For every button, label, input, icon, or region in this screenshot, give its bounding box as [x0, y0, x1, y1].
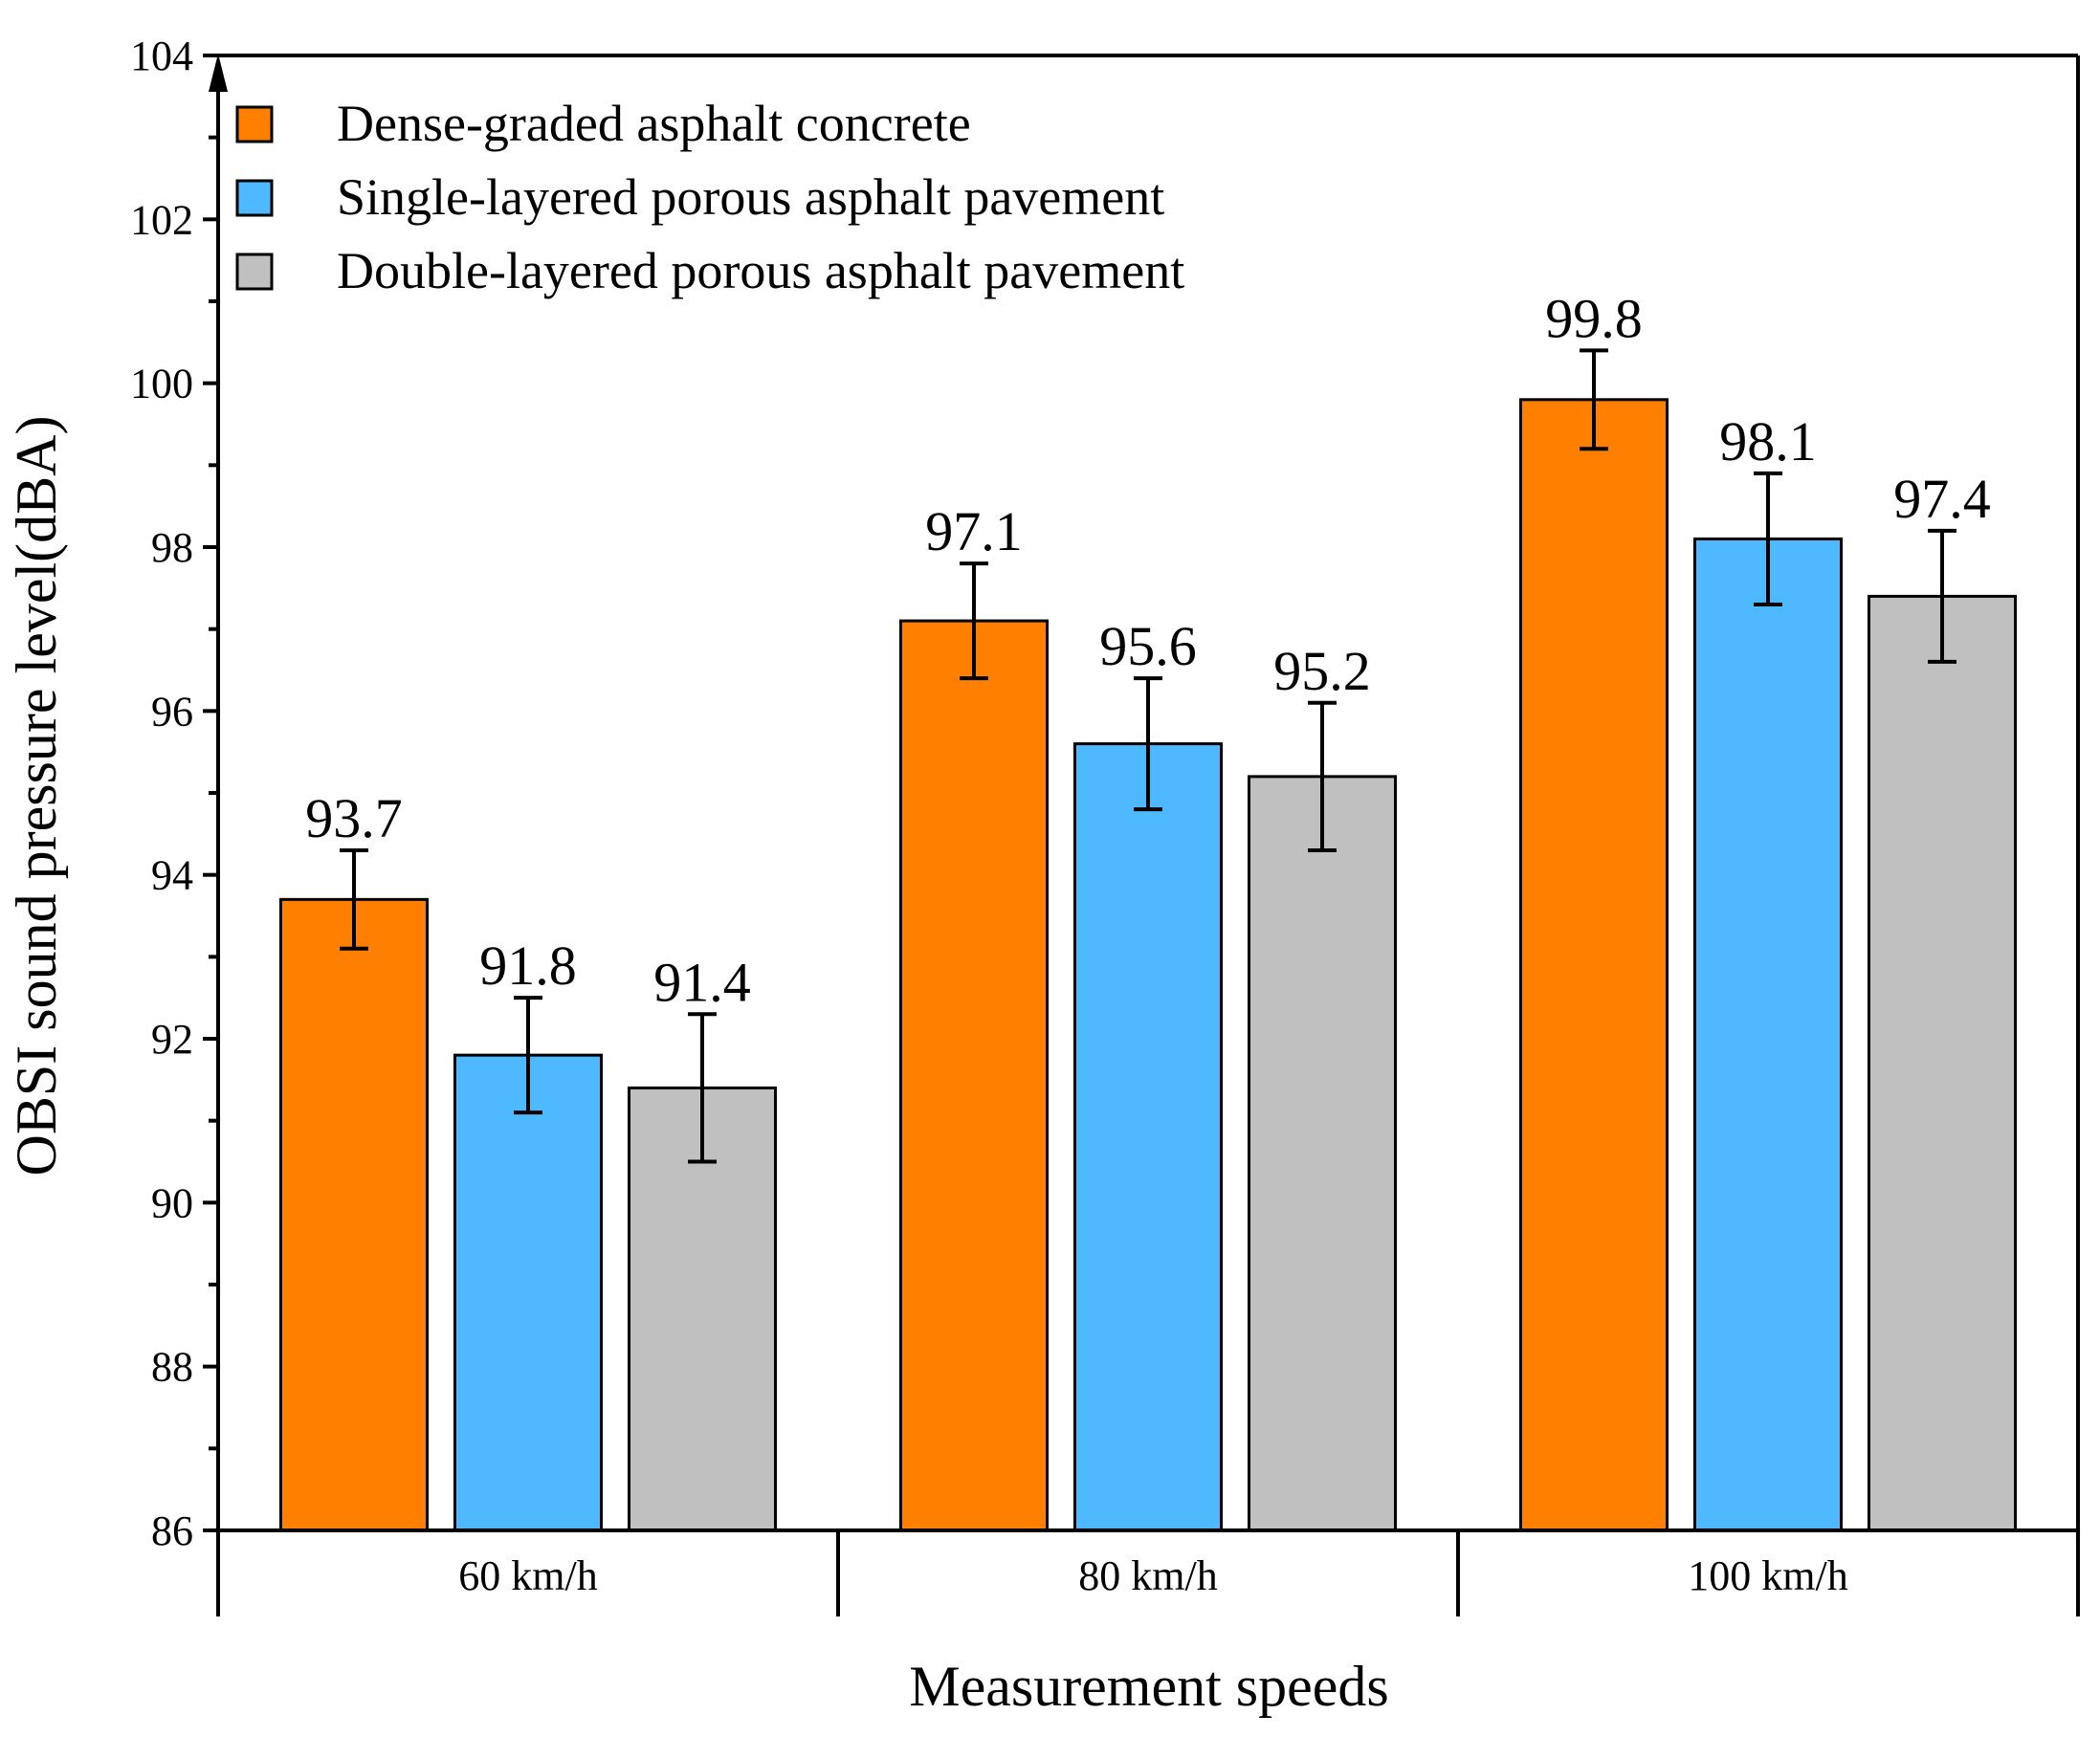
legend-swatch [235, 179, 274, 217]
error-bar [1134, 676, 1162, 812]
value-label: 95.6 [1099, 615, 1197, 677]
y-tick-label: 102 [130, 196, 193, 243]
x-axis-title: Measurement speeds [909, 1655, 1389, 1718]
legend-swatch [235, 253, 274, 291]
value-label: 97.4 [1893, 468, 1991, 530]
y-tick-label: 98 [151, 524, 193, 571]
bar-3-2 [1248, 775, 1397, 1532]
value-label: 95.2 [1273, 640, 1371, 702]
bar-2-3 [1693, 537, 1843, 1532]
legend: Dense-graded asphalt concrete Single-laye… [235, 95, 1184, 299]
x-tick-label: 60 km/h [458, 1552, 597, 1599]
y-tick-label: 94 [151, 852, 193, 899]
value-labels-layer: 93.7 91.8 91.4 97.1 95.6 95.2 99.8 98.1 97.4 [305, 287, 1991, 1013]
error-bar [1308, 700, 1337, 852]
y-tick-label: 96 [151, 688, 193, 735]
bar-3-3 [1868, 594, 2017, 1532]
legend-label: Double-layered porous asphalt pavement [337, 242, 1184, 299]
y-tick-label: 92 [151, 1016, 193, 1063]
error-bar [1754, 471, 1782, 606]
error-bar [688, 1012, 717, 1164]
error-bar [1580, 348, 1608, 451]
y-tick-label: 104 [130, 33, 193, 79]
bar-1-3 [1519, 398, 1669, 1532]
bar-2-1 [453, 1053, 603, 1532]
error-bar [514, 996, 542, 1115]
value-label: 93.7 [305, 787, 403, 849]
y-axis-arrow [209, 54, 228, 92]
value-label: 99.8 [1545, 287, 1643, 349]
bar-1-1 [279, 897, 429, 1532]
error-bars-layer [340, 348, 1956, 1164]
error-bar [340, 847, 368, 951]
x-tick-label: 80 km/h [1078, 1552, 1217, 1599]
legend-label: Dense-graded asphalt concrete [337, 95, 971, 152]
y-tick-label: 88 [151, 1344, 193, 1391]
y-tick-label: 90 [151, 1179, 193, 1226]
value-label: 98.1 [1719, 410, 1817, 473]
bars-layer [279, 398, 2017, 1532]
value-label: 91.8 [479, 934, 577, 997]
x-tick-label: 100 km/h [1688, 1552, 1847, 1599]
y-axis-title: OBSI sound pressure level(dBA) [5, 416, 68, 1176]
value-label: 91.4 [653, 951, 751, 1013]
error-bar [960, 561, 988, 681]
bar-2-2 [1073, 742, 1223, 1532]
y-tick-label: 86 [151, 1507, 193, 1554]
value-label: 97.1 [925, 500, 1023, 562]
bar-1-2 [899, 619, 1049, 1532]
error-bar [1928, 528, 1956, 664]
axes-layer: 60 km/h 80 km/h 100 km/h 86 88 90 92 94 96 98 100 1… [130, 33, 2080, 1616]
y-tick-label: 100 [130, 361, 193, 407]
legend-label: Single-layered porous asphalt pavement [337, 168, 1164, 226]
legend-swatch [235, 105, 274, 143]
